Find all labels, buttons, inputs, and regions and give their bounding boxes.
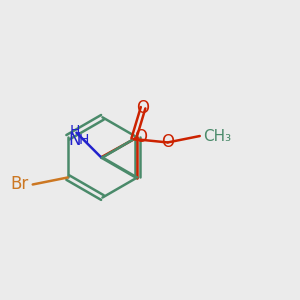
Text: O: O — [136, 99, 150, 117]
Text: O: O — [134, 128, 147, 146]
Text: H: H — [70, 124, 80, 138]
Text: O: O — [161, 134, 174, 152]
Text: N: N — [69, 131, 81, 149]
Text: Br: Br — [10, 176, 28, 194]
Text: H: H — [79, 133, 89, 147]
Text: CH₃: CH₃ — [203, 128, 231, 143]
